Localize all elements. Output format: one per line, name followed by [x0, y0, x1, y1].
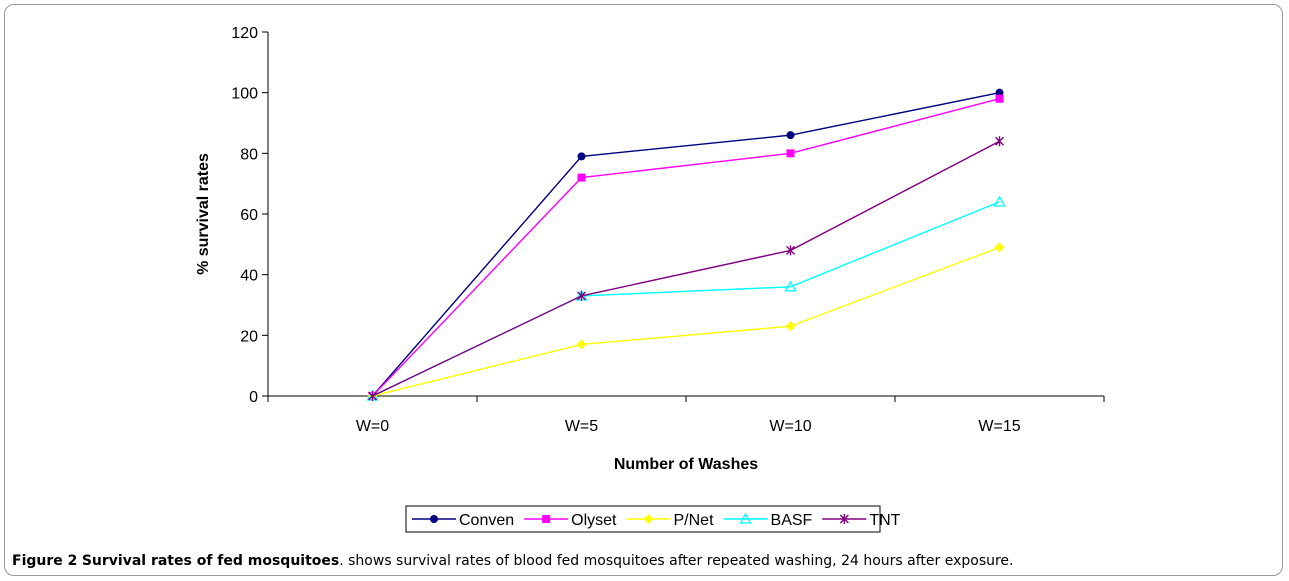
data-point: [993, 195, 1006, 207]
data-point: [995, 94, 1004, 103]
series-line: [372, 201, 1000, 397]
data-point: [577, 173, 586, 182]
data-point: [576, 339, 587, 350]
series-olyset: [368, 94, 1004, 400]
x-tick-label: W=15: [978, 418, 1020, 435]
y-tick-label: 100: [231, 86, 258, 103]
legend-label: TNT: [869, 512, 900, 529]
series-line: [371, 91, 1000, 397]
x-tick-label: W=0: [356, 418, 389, 435]
x-tick-label: W=10: [769, 418, 811, 435]
y-tick-label: 80: [240, 146, 258, 163]
y-tick-label: 0: [249, 389, 258, 406]
caption-text: . shows survival rates of blood fed mosq…: [339, 553, 1014, 569]
data-point: [785, 321, 796, 332]
figure-frame: [4, 4, 1283, 576]
data-point: [784, 280, 797, 292]
data-point: [995, 88, 1004, 97]
legend-marker: [739, 512, 752, 524]
series-basf: [366, 195, 1006, 401]
legend-item: P/Net: [626, 512, 715, 529]
legend-marker: [643, 514, 654, 524]
legend-marker: [542, 515, 551, 523]
y-tick-label: 40: [240, 268, 258, 285]
data-point: [577, 152, 586, 161]
figure-caption: Figure 2 Survival rates of fed mosquitoe…: [12, 553, 1272, 569]
chart-legend: Conven Olyset P/Net BASF TNT: [405, 505, 901, 533]
chart-series: [366, 88, 1006, 401]
legend-label: BASF: [771, 512, 813, 529]
y-tick-label: 120: [231, 25, 258, 42]
series-conven: [368, 88, 1004, 400]
legend-item: BASF: [723, 512, 813, 529]
data-point: [786, 245, 795, 256]
legend-item: TNT: [822, 512, 901, 529]
y-axis-title: % survival rates: [195, 153, 212, 275]
legend-item: Olyset: [524, 512, 617, 529]
series-tnt: [368, 136, 1004, 401]
legend-label: Conven: [459, 512, 514, 529]
legend-label: Olyset: [571, 512, 617, 529]
legend-label: P/Net: [674, 512, 715, 529]
data-point: [995, 136, 1004, 147]
y-tick-label: 20: [240, 328, 258, 345]
caption-title: Survival rates of fed mosquitoes: [81, 553, 340, 569]
data-point: [368, 391, 377, 401]
data-point: [577, 290, 586, 301]
caption-label: Figure 2: [12, 553, 78, 569]
series-line: [372, 140, 1000, 397]
data-point: [786, 149, 795, 158]
data-point: [994, 242, 1005, 253]
data-point: [786, 131, 795, 140]
y-tick-label: 60: [240, 207, 258, 224]
legend-item: Conven: [412, 512, 514, 529]
series-p-net: [367, 242, 1005, 401]
x-axis-title: Number of Washes: [614, 456, 758, 473]
legend-marker: [839, 514, 849, 524]
x-tick-label: W=5: [565, 418, 598, 435]
line-chart: 0 20 40 60 80 100 120 W=0 W=5 W=10 W=15 % survival…: [195, 25, 1105, 533]
legend-marker: [430, 515, 438, 523]
series-line: [372, 246, 1000, 397]
chart-axes: 0 20 40 60 80 100 120 W=0 W=5 W=10 W=15: [231, 25, 1105, 435]
series-line: [371, 98, 1000, 397]
